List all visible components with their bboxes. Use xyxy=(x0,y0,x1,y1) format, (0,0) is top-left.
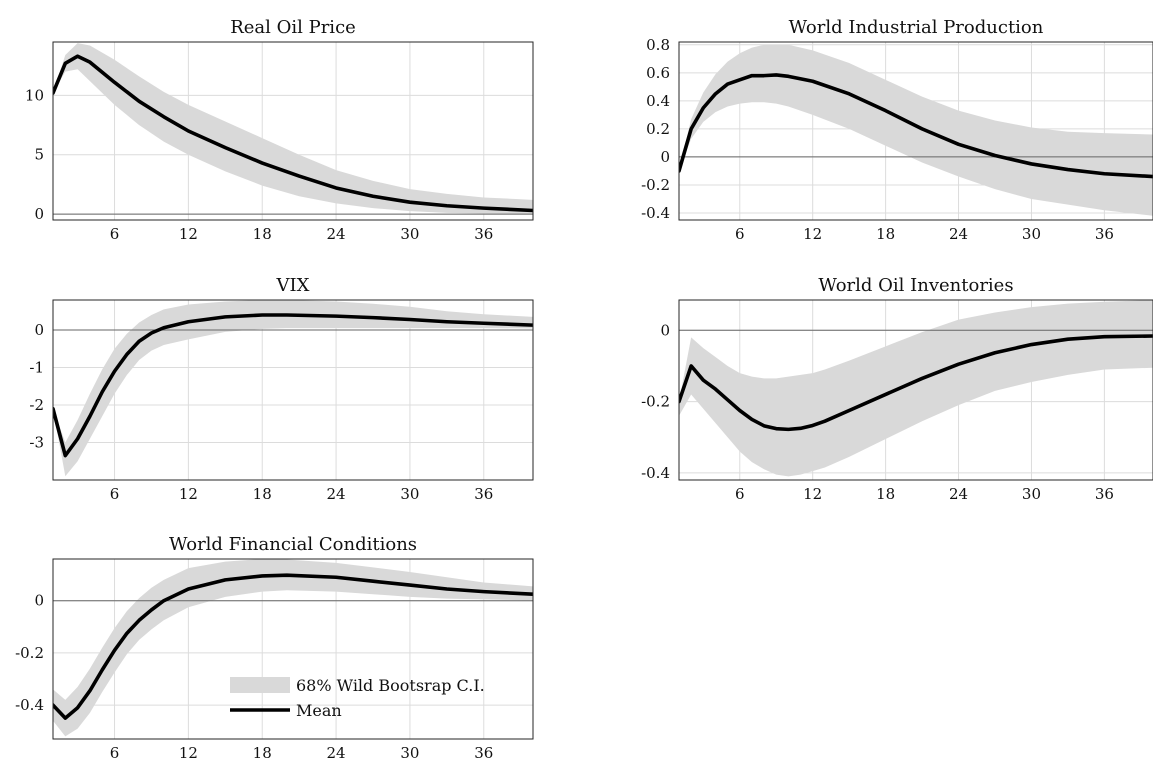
x-tick-label: 30 xyxy=(400,225,419,243)
mean-line xyxy=(679,334,1153,432)
x-tick-label: 12 xyxy=(803,485,822,503)
y-tick-label: -0.2 xyxy=(641,176,670,194)
confidence-band xyxy=(53,300,533,477)
y-tick-label: 0 xyxy=(660,321,670,339)
x-tick-label: 24 xyxy=(327,744,346,762)
y-tick-label: -0.4 xyxy=(641,204,670,222)
y-tick-label: -0.4 xyxy=(641,464,670,482)
x-tick-label: 18 xyxy=(876,485,895,503)
x-tick-label: 36 xyxy=(1095,225,1114,243)
panel-title: World Financial Conditions xyxy=(169,534,417,555)
x-tick-label: 36 xyxy=(474,744,493,762)
x-tick-label: 18 xyxy=(253,744,272,762)
y-tick-label: 0 xyxy=(660,148,670,166)
confidence-band xyxy=(53,559,533,737)
x-tick-label: 36 xyxy=(474,225,493,243)
y-tick-label: -2 xyxy=(29,396,44,414)
y-tick-label: -1 xyxy=(29,359,44,377)
mean-line xyxy=(53,54,533,213)
plot-area xyxy=(53,43,533,215)
mean-line xyxy=(53,573,533,720)
plot-area xyxy=(679,44,1153,216)
x-tick-label: 36 xyxy=(1095,485,1114,503)
y-tick-label: 0.4 xyxy=(646,92,670,110)
x-tick-label: 6 xyxy=(110,485,120,503)
y-tick-label: -0.4 xyxy=(15,696,44,714)
x-tick-label: 12 xyxy=(179,485,198,503)
x-tick-label: 6 xyxy=(110,744,120,762)
y-tick-label: 0.2 xyxy=(646,120,670,138)
y-tick-label: 0.6 xyxy=(646,64,670,82)
axis-frame xyxy=(678,41,1153,221)
plot-area xyxy=(53,559,533,737)
axis-frame xyxy=(678,299,1153,481)
legend: 68% Wild Bootsrap C.I. Mean xyxy=(230,676,485,720)
x-tick-label: 6 xyxy=(735,485,745,503)
confidence-band xyxy=(679,300,1153,477)
panel-world-financial-conditions: 6 12 18 24 30 36 -0.4 -0.2 0 World Financial Cond… xyxy=(15,534,534,762)
mean-line xyxy=(679,73,1153,179)
x-tick-label: 30 xyxy=(400,744,419,762)
y-tick-label: 10 xyxy=(25,86,44,104)
y-tick-label: 0 xyxy=(34,321,44,339)
axis-frame xyxy=(52,558,534,740)
x-tick-label: 6 xyxy=(110,225,120,243)
x-tick-label: 36 xyxy=(474,485,493,503)
y-tick-label: -0.2 xyxy=(641,393,670,411)
y-tick-label: 0 xyxy=(34,205,44,223)
panel-vix: 6 12 18 24 30 36 -3 -2 -1 0 VIX xyxy=(29,275,534,503)
x-tick-label: 12 xyxy=(179,225,198,243)
confidence-band xyxy=(679,44,1153,216)
x-tick-label: 18 xyxy=(253,225,272,243)
legend-mean-label: Mean xyxy=(296,701,342,720)
legend-band-swatch xyxy=(230,677,290,693)
panel-title: VIX xyxy=(276,275,310,296)
mean-line xyxy=(53,313,533,458)
y-tick-label: 5 xyxy=(34,146,44,164)
y-tick-label: -0.2 xyxy=(15,644,44,662)
plot-area xyxy=(679,300,1153,477)
y-tick-label: -3 xyxy=(29,434,44,452)
axis-frame xyxy=(52,299,534,481)
y-tick-label: 0.8 xyxy=(646,36,670,54)
x-tick-label: 30 xyxy=(1022,225,1041,243)
legend-band-label: 68% Wild Bootsrap C.I. xyxy=(296,676,485,695)
y-tick-label: 0 xyxy=(34,592,44,610)
panel-real-oil-price: 6 12 18 24 30 36 0 5 10 Real Oil Price xyxy=(25,17,534,243)
x-tick-label: 12 xyxy=(179,744,198,762)
x-tick-label: 30 xyxy=(400,485,419,503)
panel-title: Real Oil Price xyxy=(230,17,356,38)
panel-world-oil-inventories: 6 12 18 24 30 36 -0.4 -0.2 0 World Oil Inventorie… xyxy=(641,275,1153,503)
panel-title: World Industrial Production xyxy=(789,17,1044,38)
x-tick-label: 24 xyxy=(327,485,346,503)
x-tick-label: 6 xyxy=(735,225,745,243)
x-tick-label: 24 xyxy=(949,485,968,503)
x-tick-label: 18 xyxy=(253,485,272,503)
confidence-band xyxy=(53,43,533,214)
x-tick-label: 12 xyxy=(803,225,822,243)
x-tick-label: 30 xyxy=(1022,485,1041,503)
plot-area xyxy=(53,300,533,477)
axis-frame xyxy=(52,41,534,221)
x-tick-label: 24 xyxy=(327,225,346,243)
x-tick-label: 24 xyxy=(949,225,968,243)
panel-title: World Oil Inventories xyxy=(818,275,1013,296)
panel-world-industrial-production: 6 12 18 24 30 36 -0.4 -0.2 0 0.2 0.4 0.6 0.8 World In… xyxy=(641,17,1153,243)
x-tick-label: 18 xyxy=(876,225,895,243)
